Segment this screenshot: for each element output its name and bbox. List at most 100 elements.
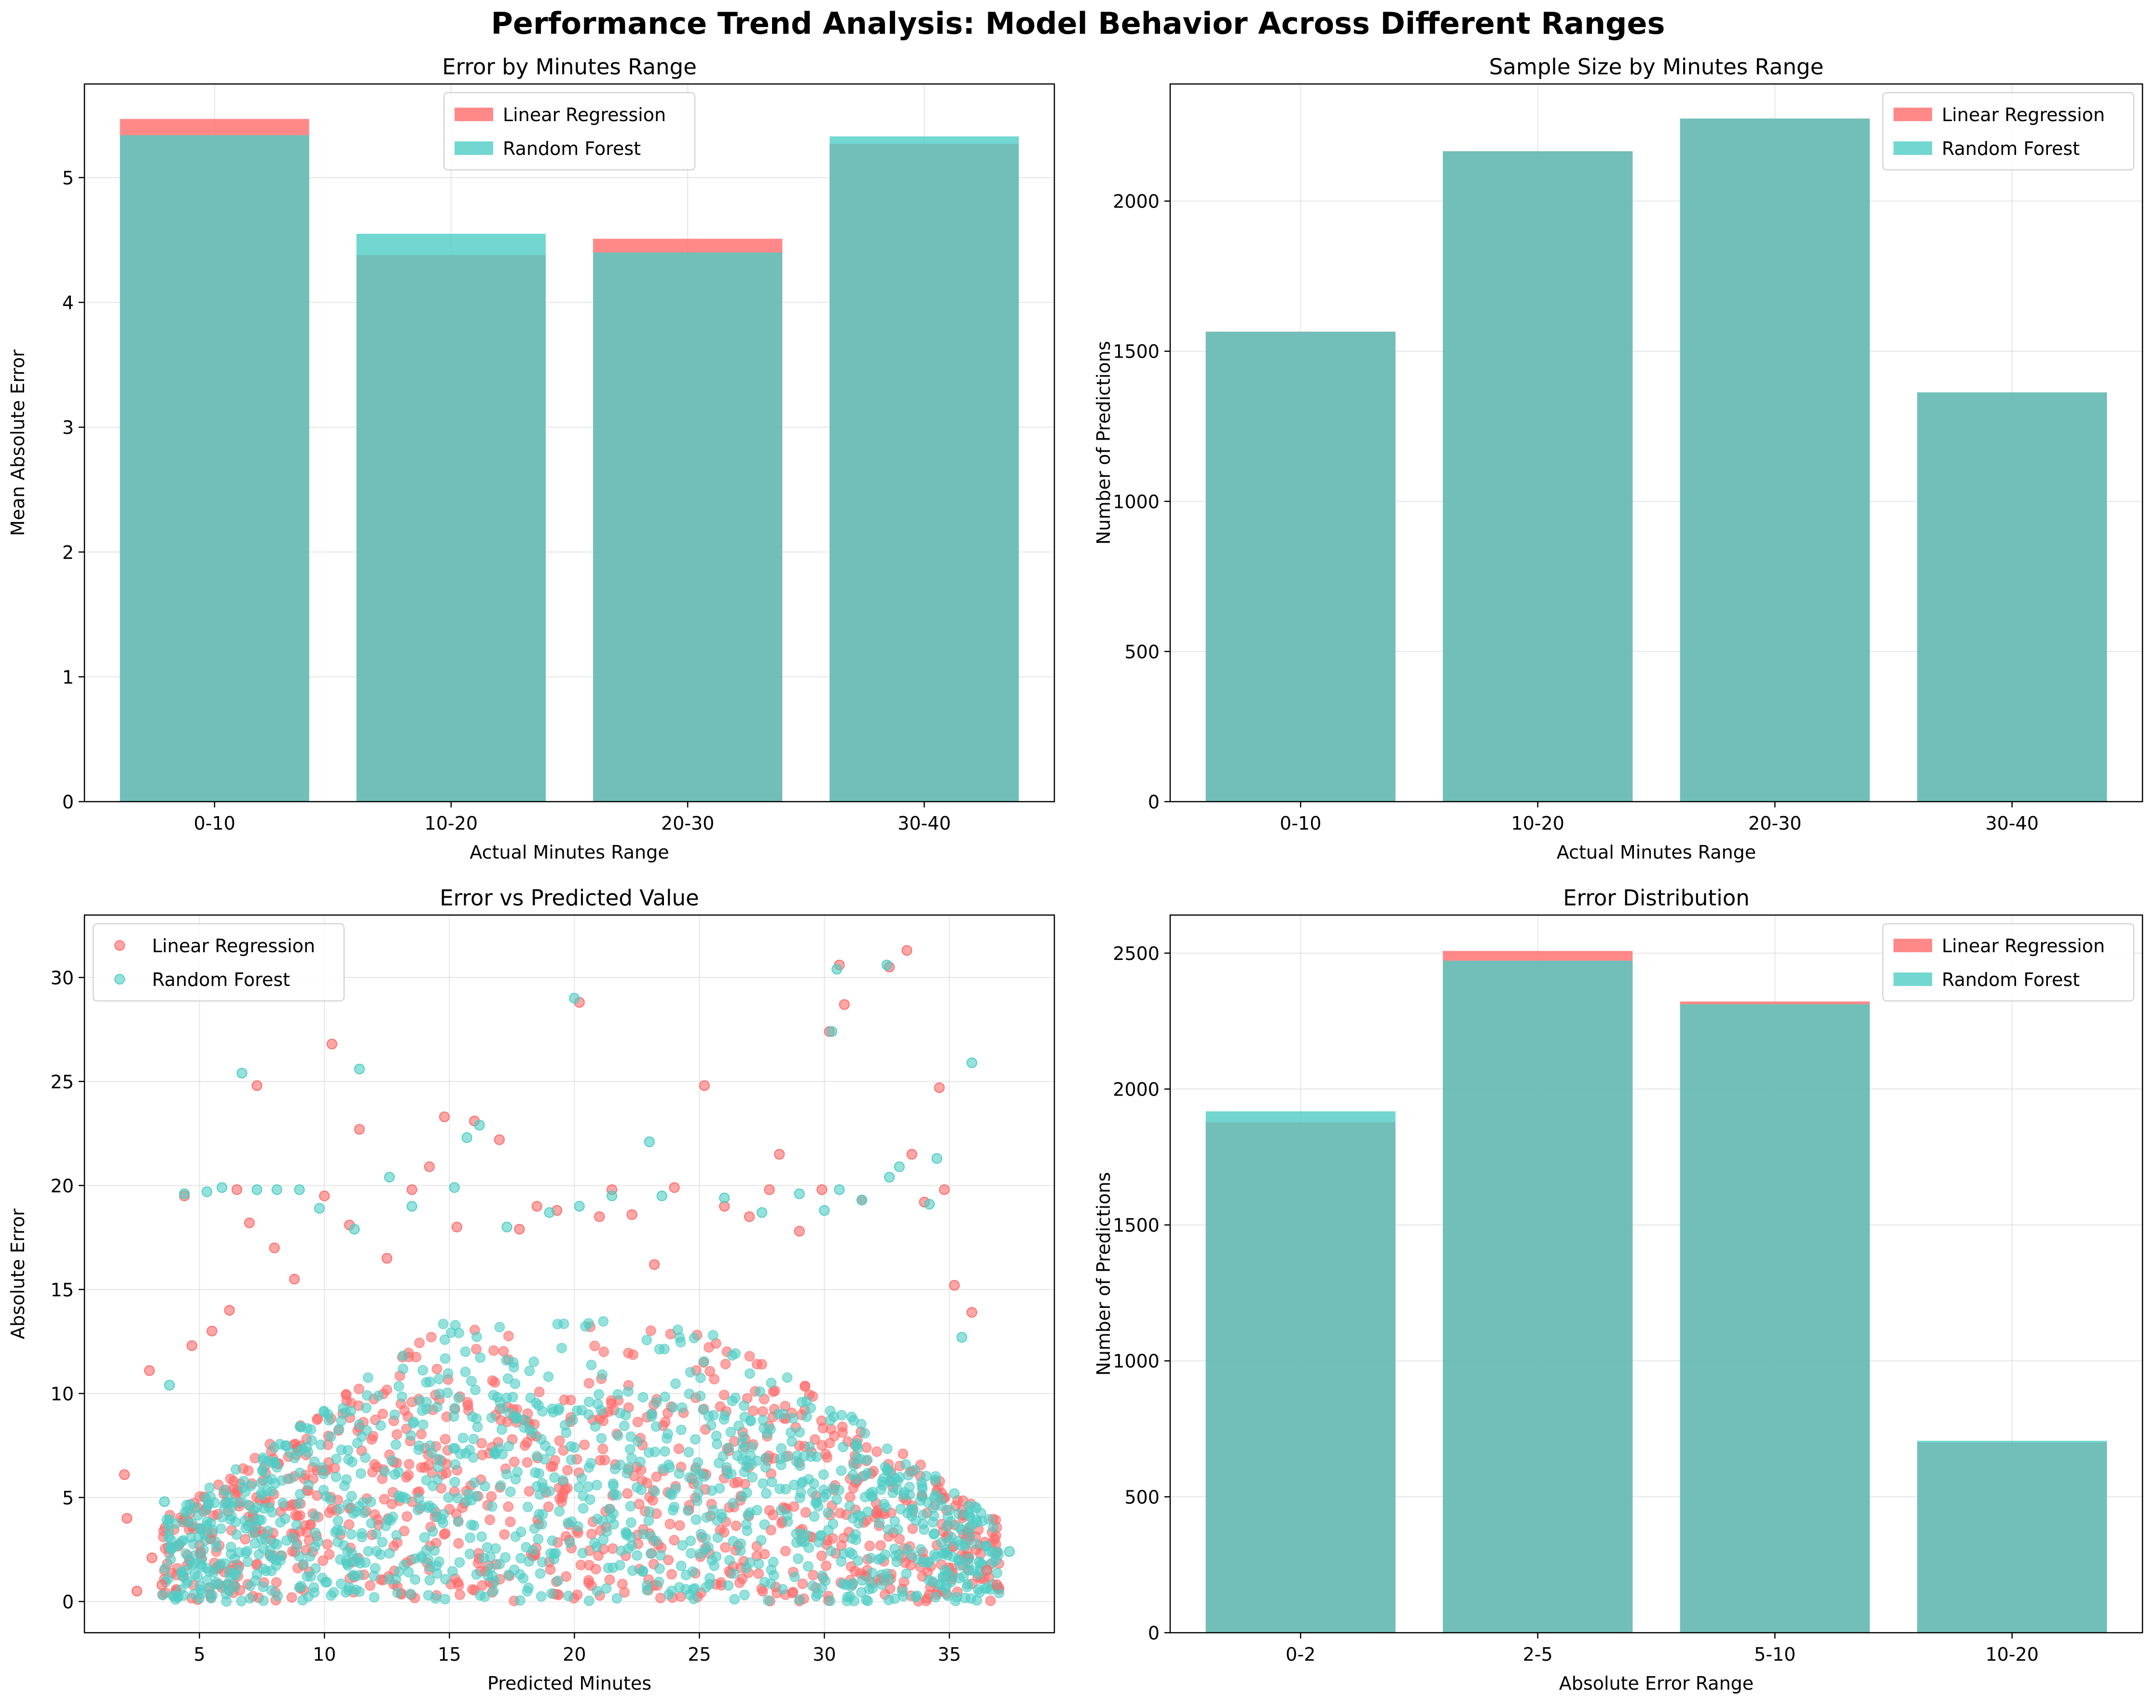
point-linear-regression — [289, 1274, 300, 1285]
scatter-point — [317, 1462, 328, 1473]
point-random-forest — [544, 1207, 555, 1218]
scatter-point — [503, 1441, 514, 1452]
x-tick-label: 20-30 — [661, 813, 714, 834]
y-tick-label: 2500 — [1113, 943, 1160, 964]
scatter-point — [754, 1386, 765, 1397]
point-linear-regression — [531, 1201, 542, 1212]
scatter-point — [219, 1502, 230, 1514]
scatter-point — [416, 1405, 428, 1416]
scatter-point — [529, 1523, 540, 1534]
scatter-point — [782, 1372, 793, 1383]
scatter-point — [417, 1419, 428, 1430]
scatter-point — [453, 1392, 464, 1403]
y-tick-label: 5 — [62, 1487, 74, 1509]
scatter-point — [515, 1527, 526, 1538]
point-linear-regression — [251, 1080, 263, 1091]
chart-error-vs-predicted: 0 5 10 15 20 25 30 5 10 15 20 25 30 35 Error vs Predic… — [7, 885, 1055, 1694]
scatter-point — [746, 1441, 758, 1452]
point-random-forest — [449, 1182, 460, 1193]
scatter-point — [623, 1462, 635, 1473]
scatter-point — [944, 1504, 955, 1515]
scatter-point — [659, 1446, 670, 1457]
scatter-point — [915, 1495, 926, 1506]
scatter-point — [449, 1476, 460, 1487]
scatter-point — [680, 1569, 691, 1581]
scatter-point — [436, 1514, 447, 1525]
scatter-point — [563, 1590, 574, 1601]
scatter-point — [440, 1433, 451, 1444]
scatter-point — [258, 1581, 269, 1592]
scatter-point — [192, 1571, 203, 1582]
point-linear-regression — [122, 1513, 133, 1524]
scatter-point — [654, 1563, 665, 1574]
scatter-point — [625, 1500, 636, 1512]
scatter-dense-cloud — [157, 1316, 1005, 1607]
scatter-point — [261, 1565, 272, 1576]
scatter-point — [334, 1503, 345, 1514]
scatter-point — [460, 1346, 471, 1357]
scatter-point — [286, 1592, 297, 1603]
scatter-point — [443, 1492, 454, 1503]
scatter-point — [309, 1456, 320, 1467]
point-random-forest — [501, 1222, 512, 1233]
scatter-point — [583, 1378, 594, 1389]
scatter-point — [240, 1486, 251, 1497]
scatter-point — [318, 1555, 329, 1566]
scatter-point — [730, 1392, 741, 1403]
scatter-point — [608, 1508, 619, 1519]
legend: Linear Regression Random Forest — [93, 923, 345, 1001]
scatter-point — [734, 1577, 745, 1588]
scatter-point — [527, 1428, 539, 1439]
scatter-point — [850, 1529, 861, 1540]
point-linear-regression — [764, 1184, 775, 1195]
scatter-point — [821, 1560, 832, 1571]
scatter-point — [163, 1518, 174, 1529]
bar-random-forest-0-2 — [1205, 1111, 1396, 1633]
scatter-point — [929, 1528, 940, 1539]
scatter-point — [952, 1592, 963, 1603]
point-linear-regression — [186, 1340, 197, 1351]
scatter-point — [619, 1420, 630, 1431]
legend-swatch — [1893, 939, 1932, 952]
bar-random-forest-20-30 — [1680, 118, 1870, 802]
scatter-point — [708, 1410, 719, 1421]
scatter-point — [332, 1525, 343, 1536]
scatter-point — [207, 1590, 218, 1601]
scatter-point — [502, 1373, 513, 1384]
scatter-point — [601, 1583, 612, 1594]
scatter-point — [722, 1468, 733, 1479]
scatter-point — [825, 1405, 836, 1416]
scatter-point — [645, 1325, 656, 1336]
scatter-point — [634, 1499, 645, 1510]
scatter-point — [470, 1491, 482, 1502]
scatter-point — [438, 1319, 449, 1330]
scatter-point — [524, 1365, 535, 1376]
scatter-point — [954, 1572, 965, 1583]
x-tick-label: 10-20 — [1985, 1644, 2038, 1665]
y-tick-label: 5 — [62, 167, 74, 189]
scatter-point — [901, 1568, 912, 1579]
scatter-point — [623, 1347, 634, 1359]
point-linear-regression — [594, 1211, 605, 1222]
scatter-point — [571, 1405, 582, 1416]
point-linear-regression — [991, 1579, 1002, 1590]
scatter-point — [253, 1549, 264, 1560]
scatter-point — [371, 1461, 382, 1472]
scatter-point — [403, 1567, 414, 1578]
scatter-point — [398, 1350, 409, 1361]
scatter-point — [751, 1504, 762, 1515]
scatter-point — [691, 1495, 703, 1506]
scatter-point — [666, 1569, 677, 1580]
scatter-point — [414, 1337, 425, 1348]
scatter-point — [564, 1537, 575, 1548]
scatter-point — [766, 1476, 777, 1487]
scatter-point — [805, 1403, 816, 1414]
point-random-forest — [314, 1203, 325, 1214]
y-tick-label: 0 — [1148, 1623, 1160, 1644]
scatter-point — [218, 1485, 229, 1496]
scatter-point — [447, 1566, 458, 1577]
scatter-point — [611, 1490, 622, 1501]
point-linear-regression — [967, 1307, 978, 1318]
scatter-point — [597, 1369, 608, 1380]
scatter-point — [778, 1408, 789, 1419]
